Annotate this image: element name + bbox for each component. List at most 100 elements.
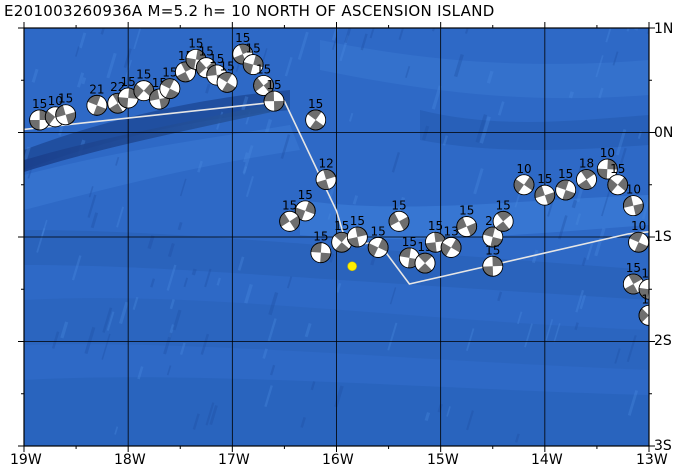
lat-label-2s: 2S bbox=[654, 333, 672, 349]
depth-label: 15 bbox=[32, 97, 47, 111]
texture-streak bbox=[244, 283, 253, 304]
texture-streak bbox=[421, 125, 430, 141]
texture-streak bbox=[41, 219, 48, 236]
texture-streak bbox=[568, 91, 574, 99]
depth-label: 15 bbox=[537, 172, 552, 186]
texture-streak bbox=[497, 291, 503, 302]
focal-mechanism: 22 bbox=[107, 80, 129, 114]
texture-streak bbox=[24, 146, 31, 161]
lat-label-1n: 1N bbox=[654, 21, 674, 37]
texture-streak bbox=[280, 134, 291, 159]
texture-streak bbox=[168, 324, 175, 338]
depth-label: 15 bbox=[641, 292, 656, 306]
focal-mechanism: 15 bbox=[414, 240, 436, 274]
texture-streak bbox=[106, 311, 115, 331]
texture-streak bbox=[601, 190, 611, 217]
depth-label: 15 bbox=[266, 78, 281, 92]
texture-streak bbox=[553, 323, 561, 343]
focal-mechanism: 15 bbox=[279, 198, 301, 232]
texture-streak bbox=[245, 176, 254, 198]
focal-mechanism: 15 bbox=[55, 92, 77, 126]
axis-ticks bbox=[18, 22, 655, 452]
depth-label: 15 bbox=[428, 219, 443, 233]
focal-mechanism: 12 bbox=[638, 266, 656, 300]
focal-mechanism: 21 bbox=[86, 82, 108, 116]
depth-label: 15 bbox=[402, 235, 417, 249]
depth-label: 15 bbox=[219, 59, 234, 73]
texture-streak bbox=[100, 28, 105, 35]
texture-streak bbox=[133, 28, 142, 50]
texture-streak bbox=[348, 112, 354, 122]
texture-streak bbox=[574, 322, 579, 331]
texture-streak bbox=[398, 28, 405, 40]
texture-streak bbox=[123, 59, 133, 85]
texture-streak bbox=[267, 318, 277, 343]
texture-streak bbox=[150, 278, 156, 288]
texture-streak bbox=[369, 28, 375, 39]
focal-mechanism: 15 bbox=[331, 219, 353, 253]
texture-streak bbox=[453, 53, 464, 78]
depth-label: 15 bbox=[209, 52, 224, 66]
focal-mechanism: 15 bbox=[388, 198, 410, 232]
texture-streak bbox=[446, 406, 451, 417]
texture-streak bbox=[300, 416, 306, 428]
focal-mechanism: 15 bbox=[253, 62, 274, 96]
texture-streak bbox=[71, 255, 82, 281]
texture-streak bbox=[76, 72, 85, 88]
texture-streak bbox=[132, 296, 139, 311]
texture-streak bbox=[360, 33, 368, 51]
depth-label: 15 bbox=[58, 92, 73, 106]
texture-streak bbox=[242, 166, 248, 175]
focal-mechanism: 15 bbox=[305, 97, 327, 131]
texture-streak bbox=[286, 276, 293, 289]
depth-label: 10 bbox=[48, 94, 63, 108]
focal-mechanism: 23 bbox=[482, 214, 504, 248]
texture-streak bbox=[339, 35, 350, 62]
texture-streak bbox=[558, 215, 568, 240]
texture-streak bbox=[545, 318, 554, 341]
focal-mechanism: 15 bbox=[242, 42, 264, 75]
texture-streak bbox=[90, 212, 99, 229]
focal-mechanism: 10 bbox=[622, 183, 644, 217]
focal-mechanism: 15 bbox=[133, 68, 155, 102]
texture-streak bbox=[641, 194, 649, 220]
focal-mechanism: 15 bbox=[555, 167, 577, 201]
texture-streak bbox=[627, 390, 639, 416]
texture-streak bbox=[179, 342, 186, 355]
lat-label-0n: 0N bbox=[654, 125, 674, 141]
texture-streak bbox=[327, 213, 332, 220]
depth-label: 15 bbox=[558, 167, 573, 181]
depth-label: 12 bbox=[641, 266, 656, 280]
texture-streak bbox=[336, 282, 342, 293]
texture-streak bbox=[329, 253, 335, 263]
depth-label: 15 bbox=[256, 62, 271, 76]
texture-streak bbox=[431, 85, 442, 110]
texture-streak bbox=[619, 147, 627, 165]
texture-streak bbox=[397, 196, 406, 213]
focal-mechanism: 15 bbox=[367, 224, 389, 258]
texture-streak bbox=[192, 413, 200, 430]
texture-streak bbox=[517, 311, 523, 325]
texture-streak bbox=[595, 55, 604, 78]
focal-mechanism: 15 bbox=[425, 219, 446, 253]
depth-label: 15 bbox=[313, 230, 328, 244]
texture-streak bbox=[370, 255, 376, 266]
focal-mechanism: 15 bbox=[492, 198, 514, 232]
focal-mechanism: 15 bbox=[346, 214, 368, 248]
texture-streak bbox=[391, 152, 401, 173]
texture-streak bbox=[60, 321, 69, 339]
texture-streak bbox=[270, 364, 276, 376]
lon-label-14w: 14W bbox=[531, 452, 563, 468]
focal-mechanism: 15 bbox=[482, 243, 504, 277]
texture-streak bbox=[31, 68, 39, 83]
texture-streak bbox=[389, 287, 397, 305]
texture-streak bbox=[605, 28, 612, 43]
texture-streak bbox=[166, 264, 177, 291]
texture-streak bbox=[268, 291, 279, 316]
texture-streak bbox=[571, 199, 578, 209]
texture-streak bbox=[191, 268, 197, 276]
texture-streak bbox=[197, 160, 203, 173]
texture-streak bbox=[166, 365, 172, 376]
